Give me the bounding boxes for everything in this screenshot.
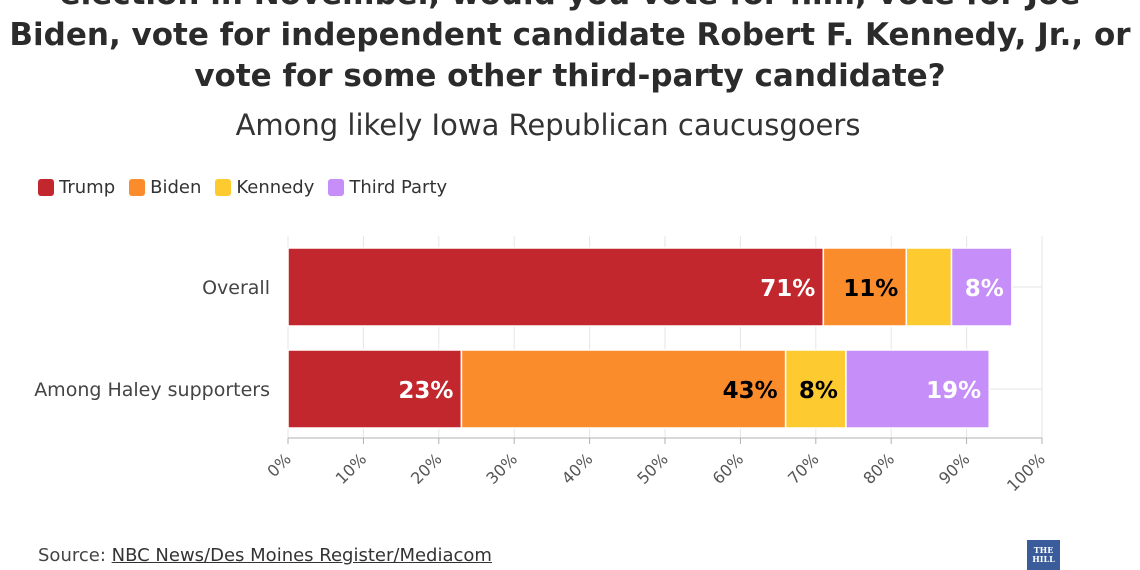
the-hill-logo: THE HILL [1027, 540, 1060, 570]
category-label: Overall [202, 277, 270, 299]
source-link[interactable]: NBC News/Des Moines Register/Mediacom [111, 545, 492, 566]
legend: Trump Biden Kennedy Third Party [38, 174, 461, 200]
legend-label-biden: Biden [150, 176, 202, 198]
x-tick-label: 70% [784, 449, 823, 488]
data-label-third-party: 8% [965, 276, 1004, 302]
x-tick-label: 80% [859, 449, 898, 488]
x-tick-label: 50% [633, 449, 672, 488]
chart-title-line-3: vote for some other third-party candidat… [194, 58, 946, 94]
x-tick-label: 0% [263, 449, 294, 480]
x-tick-label: 20% [407, 449, 446, 488]
chart-subtitle: Among likely Iowa Republican caucusgoers [235, 108, 861, 142]
x-tick-label: 30% [482, 449, 521, 488]
x-tick-label: 40% [558, 449, 597, 488]
data-label-biden: 43% [723, 378, 778, 404]
data-label-third-party: 19% [926, 378, 981, 404]
legend-label-kennedy: Kennedy [236, 176, 315, 198]
bar-third-party [845, 349, 990, 429]
data-label-trump: 71% [760, 276, 815, 302]
source-note: Source: NBC News/Des Moines Register/Med… [38, 545, 492, 566]
bar-biden [460, 349, 787, 429]
data-label-kennedy: 8% [799, 378, 838, 404]
legend-label-third-party: Third Party [349, 176, 448, 198]
legend-swatch-biden [129, 178, 146, 196]
chart-title-line-2: Biden, vote for independent candidate Ro… [9, 17, 1131, 53]
bar-trump [287, 247, 825, 327]
x-tick-label: 90% [935, 449, 974, 488]
data-label-trump: 23% [398, 378, 453, 404]
chart-title: election in November, would you vote for… [0, 0, 1140, 97]
category-label: Among Haley supporters [34, 379, 270, 401]
data-label-biden: 11% [843, 276, 898, 302]
chart-title-line-1: election in November, would you vote for… [0, 0, 1140, 15]
legend-swatch-third-party [328, 178, 345, 196]
legend-item-biden: Biden [129, 177, 201, 198]
x-tick-label: 60% [709, 449, 748, 488]
legend-item-third-party: Third Party [328, 177, 447, 198]
legend-label-trump: Trump [59, 176, 116, 198]
legend-item-kennedy: Kennedy [215, 177, 314, 198]
x-tick-label: 10% [332, 449, 371, 488]
legend-item-trump: Trump [38, 177, 115, 198]
legend-swatch-kennedy [215, 178, 232, 196]
x-tick-label: 100% [1003, 449, 1049, 495]
bar-third-party [950, 247, 1013, 327]
legend-swatch-trump [38, 178, 54, 196]
source-prefix: Source: [38, 545, 106, 566]
bar-biden [822, 247, 908, 327]
bar-kennedy [905, 247, 953, 327]
